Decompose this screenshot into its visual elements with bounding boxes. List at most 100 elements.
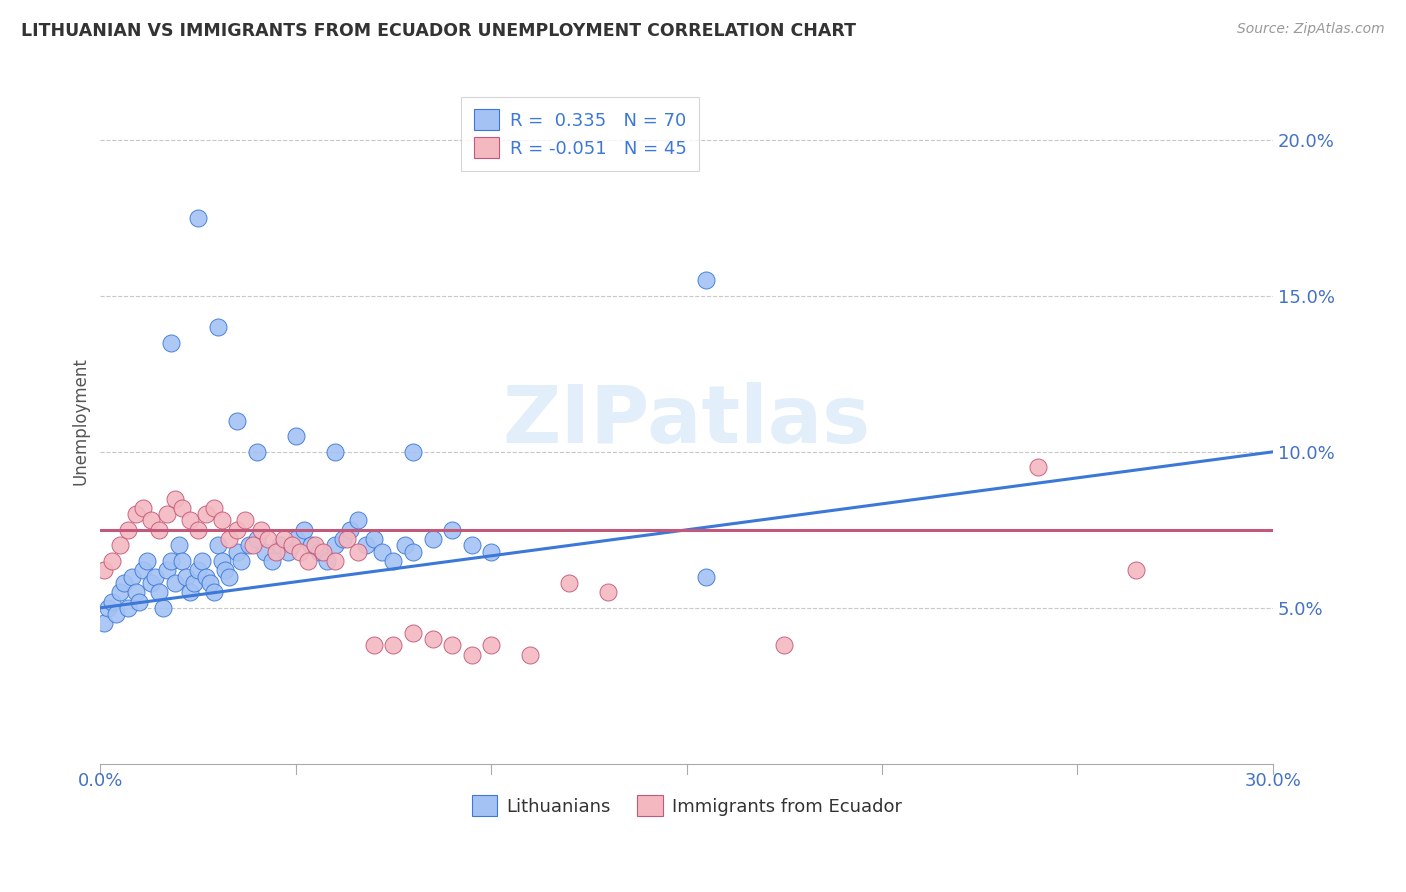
Point — [297, 554, 319, 568]
Point — [202, 585, 225, 599]
Point — [264, 544, 287, 558]
Point — [211, 554, 233, 568]
Point — [218, 532, 240, 546]
Point — [121, 569, 143, 583]
Point — [339, 523, 361, 537]
Text: Source: ZipAtlas.com: Source: ZipAtlas.com — [1237, 22, 1385, 37]
Point — [441, 523, 464, 537]
Legend: Lithuanians, Immigrants from Ecuador: Lithuanians, Immigrants from Ecuador — [464, 789, 908, 823]
Point — [394, 538, 416, 552]
Point — [598, 585, 620, 599]
Point — [316, 554, 339, 568]
Point — [323, 554, 346, 568]
Point — [273, 532, 295, 546]
Point — [479, 638, 502, 652]
Point — [93, 616, 115, 631]
Point — [246, 445, 269, 459]
Point — [143, 569, 166, 583]
Point — [281, 538, 304, 552]
Point — [308, 544, 330, 558]
Point — [108, 585, 131, 599]
Point — [226, 414, 249, 428]
Point — [262, 554, 284, 568]
Point — [179, 585, 201, 599]
Point — [336, 532, 359, 546]
Point — [422, 632, 444, 646]
Point — [124, 585, 146, 599]
Point — [117, 600, 139, 615]
Point — [1125, 563, 1147, 577]
Point — [163, 575, 186, 590]
Point — [112, 575, 135, 590]
Point — [242, 538, 264, 552]
Point — [269, 538, 291, 552]
Point — [460, 648, 482, 662]
Point — [363, 638, 385, 652]
Point — [211, 513, 233, 527]
Text: 0.0%: 0.0% — [77, 772, 124, 790]
Point — [519, 648, 541, 662]
Point — [159, 554, 181, 568]
Point — [141, 575, 163, 590]
Point — [312, 544, 335, 558]
Point — [172, 500, 194, 515]
Point — [101, 554, 124, 568]
Point — [97, 600, 120, 615]
Point — [382, 554, 405, 568]
Point — [159, 335, 181, 350]
Point — [163, 491, 186, 506]
Point — [422, 532, 444, 546]
Point — [152, 600, 174, 615]
Point — [479, 544, 502, 558]
Point — [229, 554, 252, 568]
Point — [233, 513, 256, 527]
Point — [136, 554, 159, 568]
Point — [141, 513, 163, 527]
Point — [172, 554, 194, 568]
Point — [108, 538, 131, 552]
Point — [198, 575, 221, 590]
Point — [128, 594, 150, 608]
Y-axis label: Unemployment: Unemployment — [72, 357, 89, 484]
Point — [284, 532, 307, 546]
Point — [187, 563, 209, 577]
Point — [132, 563, 155, 577]
Point — [460, 538, 482, 552]
Text: ZIPatlas: ZIPatlas — [502, 382, 870, 459]
Point — [382, 638, 405, 652]
Point — [104, 607, 127, 621]
Point — [402, 445, 425, 459]
Point — [284, 429, 307, 443]
Point — [558, 575, 581, 590]
Point — [214, 563, 236, 577]
Point — [202, 500, 225, 515]
Point — [117, 523, 139, 537]
Point — [253, 544, 276, 558]
Point — [371, 544, 394, 558]
Point — [354, 538, 377, 552]
Point — [277, 544, 299, 558]
Point — [218, 569, 240, 583]
Point — [323, 538, 346, 552]
Point — [187, 523, 209, 537]
Point — [156, 563, 179, 577]
Point — [257, 532, 280, 546]
Point — [299, 538, 322, 552]
Point — [101, 594, 124, 608]
Point — [167, 538, 190, 552]
Point — [148, 585, 170, 599]
Point — [207, 320, 229, 334]
Point — [194, 507, 217, 521]
Point — [402, 544, 425, 558]
Point — [148, 523, 170, 537]
Point — [226, 544, 249, 558]
Point — [292, 523, 315, 537]
Point — [347, 513, 370, 527]
Point — [249, 523, 271, 537]
Point — [246, 532, 269, 546]
Point — [226, 523, 249, 537]
Point — [176, 569, 198, 583]
Text: LITHUANIAN VS IMMIGRANTS FROM ECUADOR UNEMPLOYMENT CORRELATION CHART: LITHUANIAN VS IMMIGRANTS FROM ECUADOR UN… — [21, 22, 856, 40]
Point — [183, 575, 205, 590]
Point — [124, 507, 146, 521]
